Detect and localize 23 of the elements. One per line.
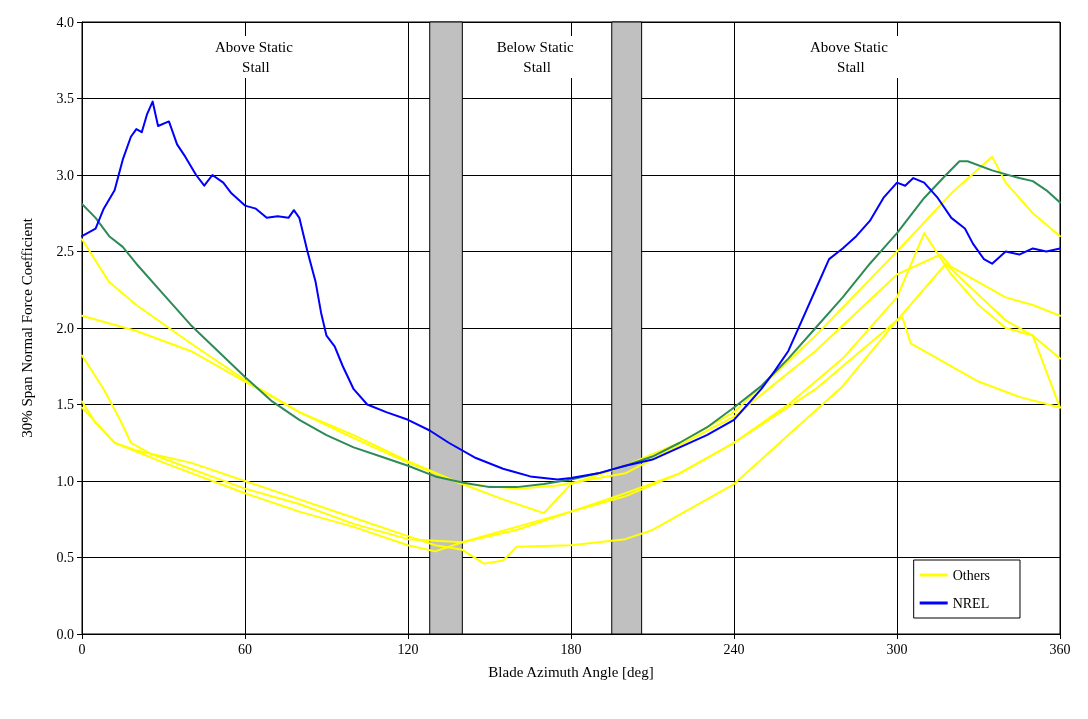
x-tick-label: 0 — [78, 641, 86, 657]
y-tick-label: 0.5 — [56, 550, 74, 565]
legend-label: Others — [952, 567, 990, 583]
y-tick-label: 3.5 — [56, 91, 74, 106]
y-tick-label: 0.0 — [56, 626, 74, 642]
y-tick-label: 3.0 — [56, 167, 74, 183]
x-tick-label: 300 — [886, 641, 908, 657]
x-tick-label: 180 — [560, 641, 582, 657]
y-tick-label: 2.5 — [56, 244, 74, 259]
legend-label: NREL — [952, 595, 990, 611]
annotation: Below Static Stall — [496, 39, 578, 75]
y-tick-label: 1.5 — [56, 397, 74, 412]
annotation: Above Static Stall — [809, 39, 892, 75]
x-tick-label: 60 — [238, 641, 252, 657]
annotation: Above Static Stall — [215, 39, 297, 75]
y-axis-title: 30% Span Normal Force Coefficient — [18, 217, 35, 438]
y-tick-label: 1.0 — [56, 473, 74, 489]
x-tick-label: 120 — [397, 641, 419, 657]
x-tick-label: 240 — [723, 641, 745, 657]
y-tick-label: 2.0 — [56, 320, 74, 336]
x-axis-title: Blade Azimuth Angle [deg] — [488, 663, 654, 680]
x-tick-label: 360 — [1049, 641, 1071, 657]
y-tick-label: 4.0 — [56, 14, 74, 30]
